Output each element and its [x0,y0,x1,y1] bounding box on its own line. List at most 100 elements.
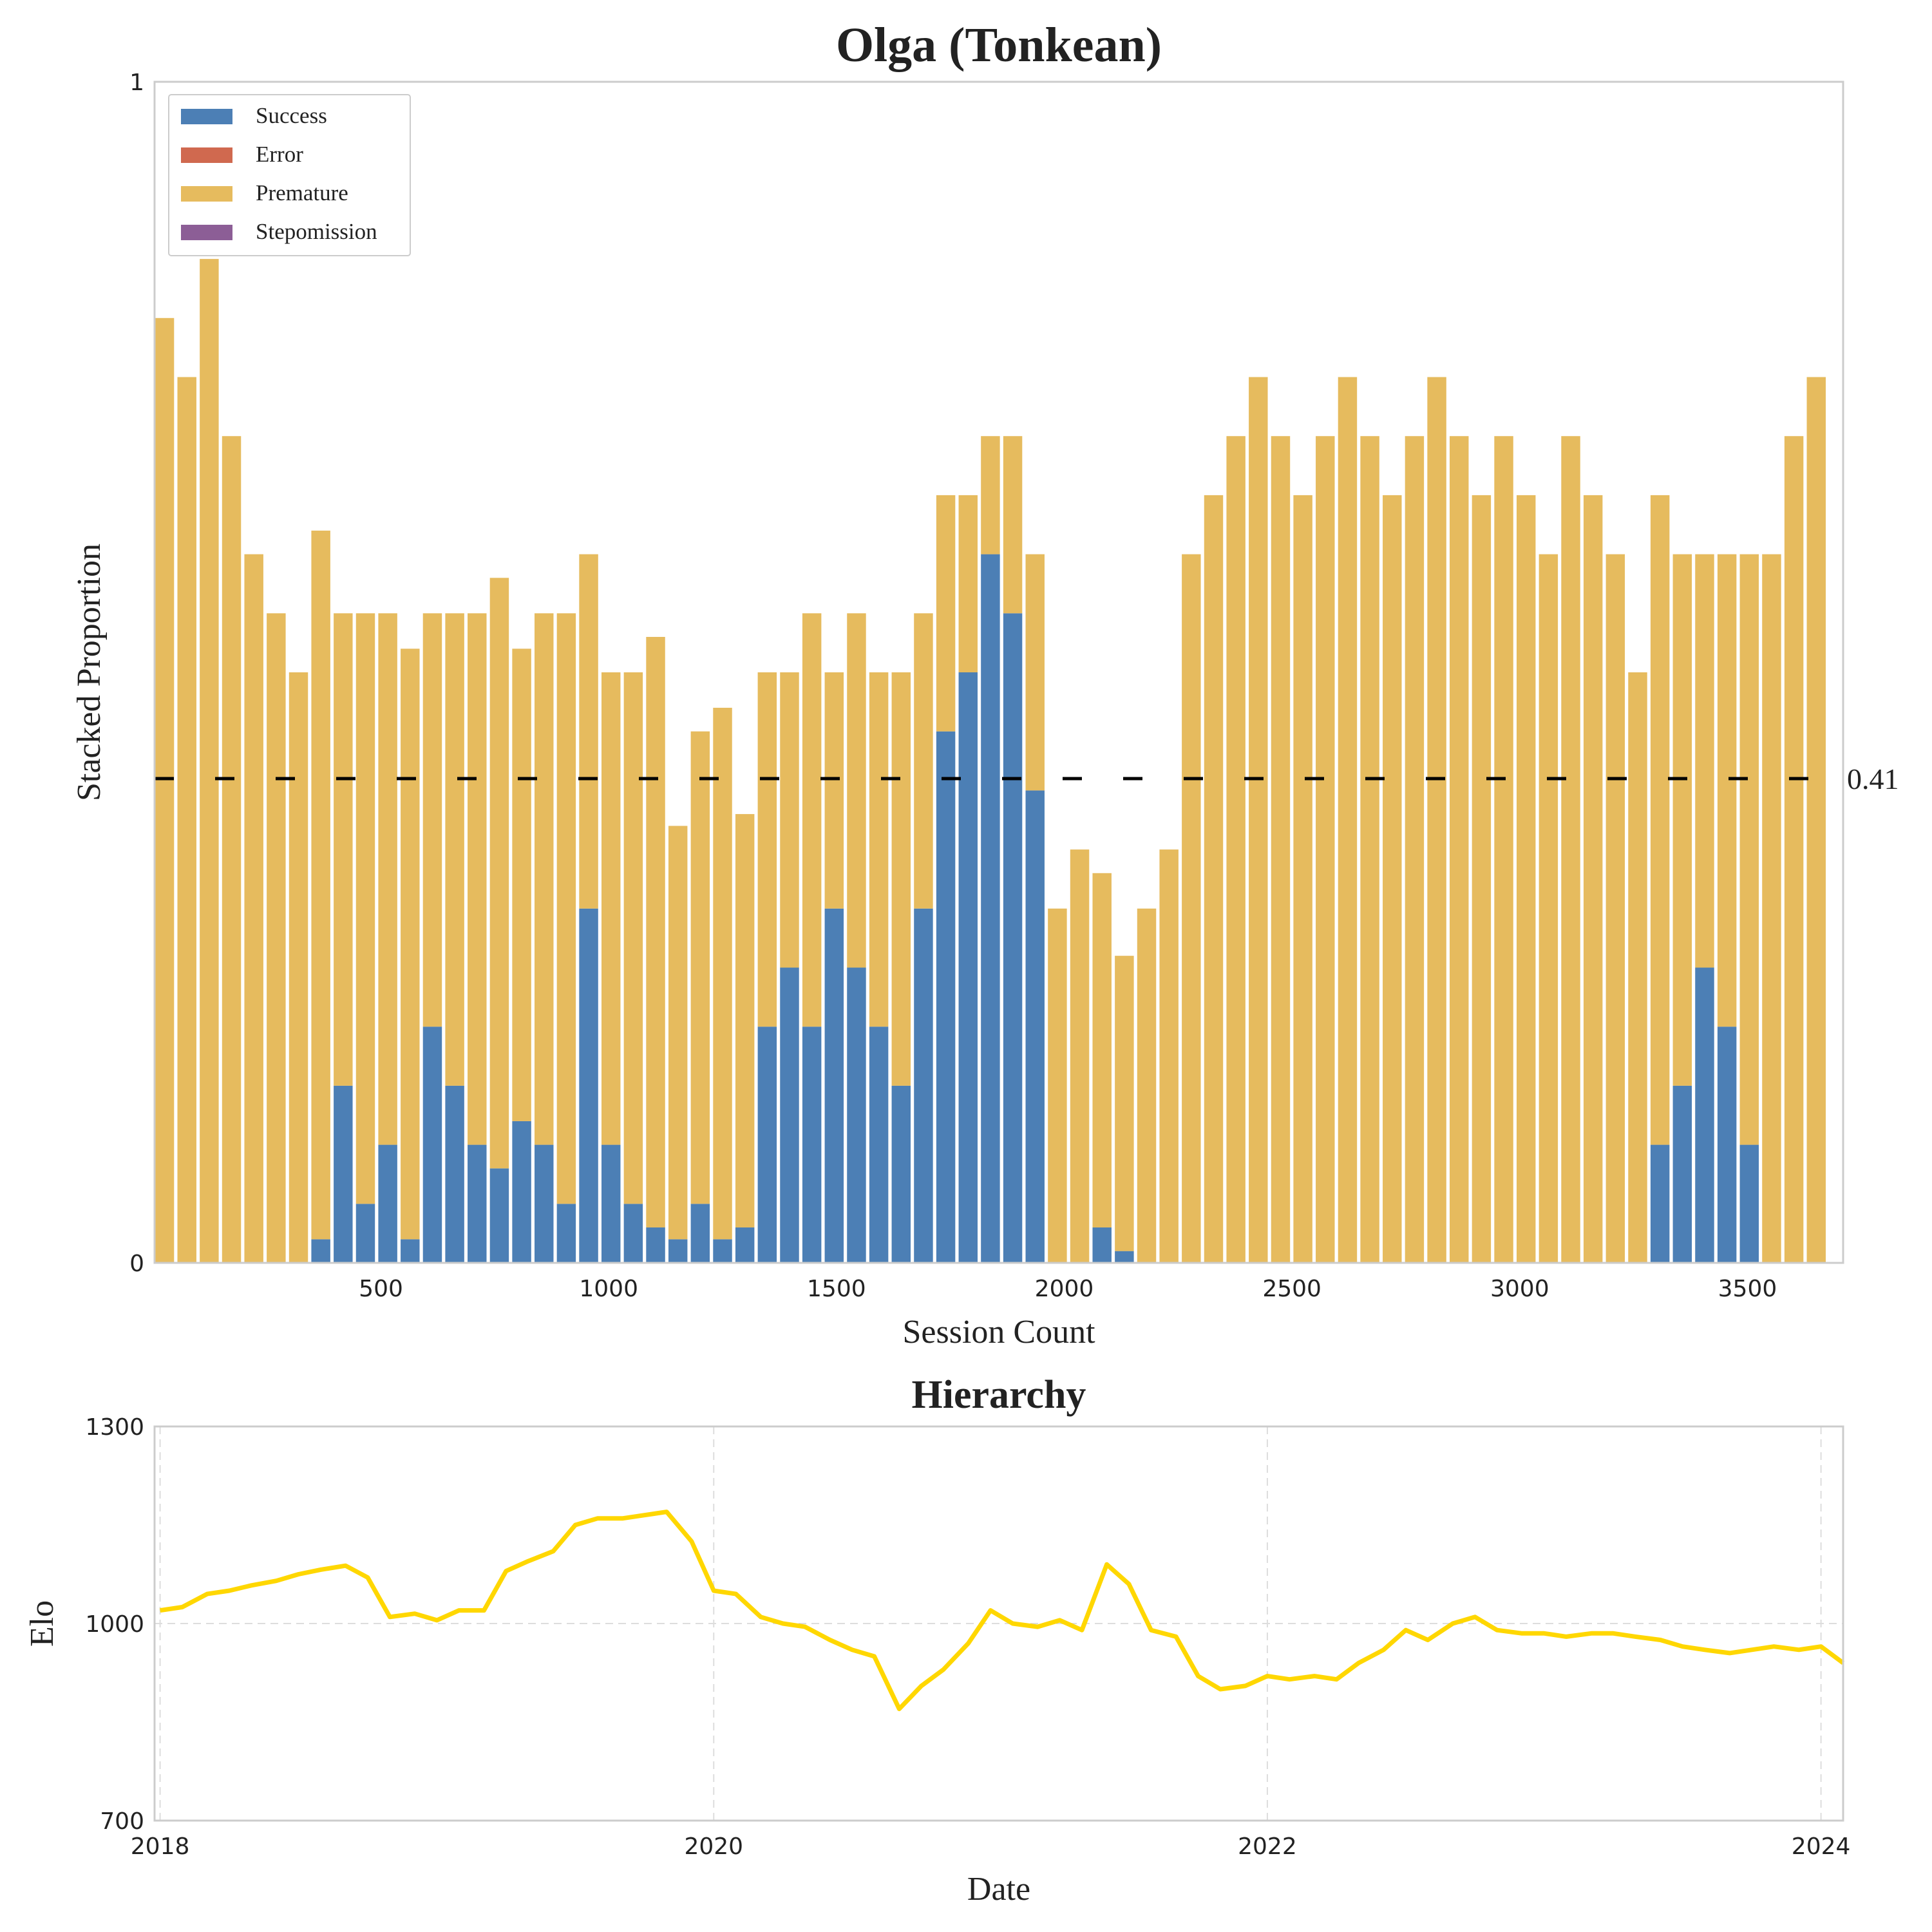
bar-segment [1561,436,1580,1264]
bar-segment [1383,495,1402,1263]
legend-box [168,94,411,256]
bar-segment [1450,436,1469,1264]
bar-segment [1650,495,1670,1145]
bar-segment [668,1239,688,1263]
bar-segment [1092,1227,1112,1263]
bar-segment [824,908,844,1263]
bar-segment [1070,849,1090,1263]
bar-segment [1182,554,1201,1263]
bar-segment [981,554,1000,1263]
x-tick-label: 3500 [1718,1276,1777,1302]
bar-segment [1762,554,1781,1263]
bar-segment [1628,672,1647,1263]
bar-segment [1092,873,1112,1227]
bar-segment [1739,554,1759,1145]
y-tick-label: 0 [129,1251,144,1277]
bar-segment [780,967,799,1263]
bar-segment [401,1239,420,1263]
bar-segment [802,1027,822,1263]
x-tick-label: 1500 [807,1276,866,1302]
bar-segment [355,1204,375,1263]
bar-segment [311,1239,330,1263]
bar-segment [1025,790,1045,1263]
legend-label: Stepomission [256,219,377,244]
bar-segment [780,672,799,968]
bar-segment [556,613,576,1204]
bar-segment [1003,436,1023,614]
bar-segment [914,613,933,909]
bar-segment [422,613,442,1027]
bar-segment [535,1144,554,1263]
bar-segment [601,672,621,1145]
bar-segment [824,672,844,909]
bar-segment [958,495,978,672]
bar-segment [535,613,554,1145]
bar-segment [1717,1027,1737,1263]
legend-swatch [181,225,232,240]
bar-segment [579,908,598,1263]
bar-segment [646,1227,665,1263]
bar-segment [601,1144,621,1263]
plot-frame [153,80,1844,1264]
bar-segment [1025,554,1045,791]
bar-segment [1115,956,1134,1251]
bar-segment [735,814,755,1227]
legend-label: Success [256,103,327,128]
bar-segment [690,1204,710,1263]
bar-segment [869,1027,889,1263]
legend-swatch [181,147,232,163]
x-tick-label: 2020 [684,1833,743,1860]
bar-segment [222,436,242,1264]
bar-segment [1271,436,1291,1264]
bar-segment [289,672,308,1263]
bar-segment [1137,908,1157,1263]
bar-segment [646,636,665,1227]
bar-segment [1003,613,1023,1263]
bar-segment [1717,554,1737,1027]
bar-segment [1405,436,1425,1264]
bar-segment [891,1085,911,1263]
y-tick-label: 1000 [85,1611,144,1638]
bar-segment [1605,554,1625,1263]
bar-segment [267,613,286,1263]
x-axis-label: Session Count [902,1314,1095,1350]
x-tick-label: 2022 [1238,1833,1297,1860]
bar-segment [445,613,464,1086]
bar-segment [891,672,911,1086]
line [160,1510,1845,1712]
bar-segment [713,1239,732,1263]
bar-segment [334,1085,353,1263]
x-tick-label: 2024 [1792,1833,1851,1860]
bar-segment [1427,377,1446,1263]
bar-segment [468,613,487,1145]
bar-segment [311,530,330,1240]
plot-frame [153,1425,1844,1822]
chart-title: Hierarchy [912,1373,1086,1417]
bar-segment [1226,436,1245,1264]
y-tick-label: 1 [129,70,144,96]
legend-swatch [181,186,232,202]
bar-segment [847,967,866,1263]
bar-segment [489,1168,509,1263]
bar-segment [334,613,353,1086]
bar-segment [735,1227,755,1263]
bar-segment [1204,495,1224,1263]
y-tick-label: 1300 [85,1414,144,1441]
bar-segment [936,731,956,1263]
bar-segment [378,613,397,1145]
bar-segment [1695,554,1714,968]
bar-segment [802,613,822,1027]
bar-segment [1360,436,1379,1264]
x-tick-label: 500 [359,1276,403,1302]
chart-title: Olga (Tonkean) [836,18,1162,72]
x-tick-label: 1000 [579,1276,638,1302]
bar-segment [1048,908,1067,1263]
bar-segment [422,1027,442,1263]
legend-swatch [181,109,232,124]
bar-segment [1159,849,1179,1263]
y-axis-label: Elo [24,1600,61,1647]
bar-segment [914,908,933,1263]
bar-segment [1806,377,1826,1263]
bar-segment [1650,1144,1670,1263]
